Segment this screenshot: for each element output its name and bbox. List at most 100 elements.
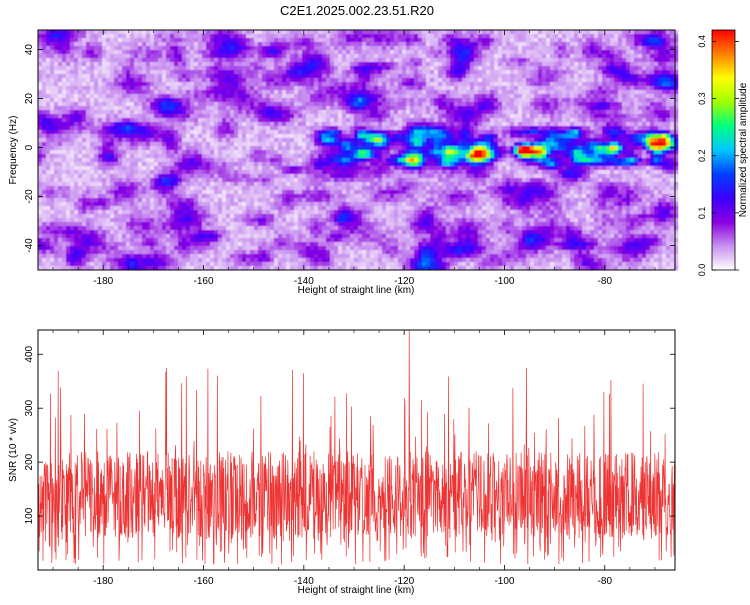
- heatmap-cell: [622, 94, 627, 99]
- heatmap-cell: [562, 114, 567, 119]
- heatmap-cell: [330, 114, 335, 119]
- heatmap-cell: [154, 118, 159, 123]
- heatmap-cell: [434, 38, 439, 43]
- heatmap-cell: [322, 130, 327, 135]
- heatmap-cell: [454, 38, 459, 43]
- heatmap-cell: [90, 122, 95, 127]
- heatmap-cell: [266, 110, 271, 115]
- heatmap-cell: [202, 78, 207, 83]
- heatmap-cell: [538, 46, 543, 51]
- heatmap-cell: [414, 62, 419, 67]
- heatmap-cell: [262, 62, 267, 67]
- heatmap-cell: [194, 42, 199, 47]
- heatmap-cell: [126, 138, 131, 143]
- heatmap-cell: [622, 70, 627, 75]
- heatmap-cell: [478, 138, 483, 143]
- heatmap-cell: [558, 94, 563, 99]
- heatmap-cell: [118, 66, 123, 71]
- heatmap-cell: [230, 142, 235, 147]
- heatmap-cell: [278, 78, 283, 83]
- heatmap-cell: [214, 122, 219, 127]
- heatmap-cell: [590, 86, 595, 91]
- heatmap-cell: [102, 62, 107, 67]
- heatmap-cell: [182, 54, 187, 59]
- heatmap-cell: [306, 30, 311, 35]
- heatmap-cell: [346, 42, 351, 47]
- heatmap-cell: [350, 74, 355, 79]
- heatmap-cell: [554, 94, 559, 99]
- heatmap-cell: [314, 106, 319, 111]
- heatmap-cell: [590, 58, 595, 63]
- heatmap-cell: [38, 118, 43, 123]
- heatmap-cell: [234, 38, 239, 43]
- heatmap-cell: [658, 118, 663, 123]
- heatmap-cell: [162, 130, 167, 135]
- heatmap-cell: [254, 122, 259, 127]
- heatmap-cell: [210, 70, 215, 75]
- heatmap-cell: [454, 62, 459, 67]
- heatmap-cell: [494, 110, 499, 115]
- heatmap-cell: [110, 54, 115, 59]
- heatmap-cell: [358, 50, 363, 55]
- heatmap-cell: [530, 118, 535, 123]
- heatmap-cell: [342, 66, 347, 71]
- heatmap-cell: [430, 134, 435, 139]
- heatmap-cell: [638, 46, 643, 51]
- heatmap-cell: [634, 42, 639, 47]
- heatmap-cell: [626, 102, 631, 107]
- heatmap-cell: [462, 118, 467, 123]
- heatmap-cell: [566, 126, 571, 131]
- heatmap-cell: [378, 62, 383, 67]
- heatmap-cell: [210, 82, 215, 87]
- heatmap-cell: [522, 30, 527, 35]
- heatmap-cell: [286, 98, 291, 103]
- heatmap-cell: [50, 142, 55, 147]
- heatmap-cell: [398, 46, 403, 51]
- heatmap-cell: [566, 34, 571, 39]
- heatmap-cell: [438, 54, 443, 59]
- heatmap-cell: [478, 94, 483, 99]
- heatmap-cell: [550, 70, 555, 75]
- heatmap-cell: [342, 86, 347, 91]
- heatmap-cell: [322, 38, 327, 43]
- heatmap-cell: [566, 70, 571, 75]
- heatmap-cell: [338, 122, 343, 127]
- heatmap-cell: [606, 146, 611, 151]
- heatmap-cell: [82, 134, 87, 139]
- heatmap-cell: [650, 142, 655, 147]
- heatmap-cell: [614, 42, 619, 47]
- heatmap-cell: [466, 118, 471, 123]
- heatmap-cell: [306, 138, 311, 143]
- heatmap-cell: [558, 102, 563, 107]
- heatmap-cell: [194, 114, 199, 119]
- heatmap-cell: [382, 38, 387, 43]
- heatmap-cell: [354, 66, 359, 71]
- heatmap-cell: [534, 110, 539, 115]
- heatmap-cell: [450, 110, 455, 115]
- heatmap-cell: [362, 86, 367, 91]
- heatmap-cell: [570, 74, 575, 79]
- heatmap-cell: [542, 78, 547, 83]
- heatmap-cell: [162, 106, 167, 111]
- heatmap-cell: [110, 66, 115, 71]
- heatmap-cell: [334, 130, 339, 135]
- heatmap-cell: [166, 130, 171, 135]
- heatmap-cell: [538, 50, 543, 55]
- heatmap-cell: [350, 114, 355, 119]
- heatmap-cell: [426, 138, 431, 143]
- heatmap-cell: [106, 126, 111, 131]
- heatmap-cell: [250, 78, 255, 83]
- heatmap-cell: [550, 30, 555, 35]
- heatmap-cell: [522, 146, 527, 151]
- heatmap-cell: [142, 98, 147, 103]
- heatmap-cell: [302, 118, 307, 123]
- heatmap-cell: [558, 138, 563, 143]
- heatmap-cell: [130, 78, 135, 83]
- heatmap-cell: [450, 102, 455, 107]
- heatmap-cell: [370, 54, 375, 59]
- heatmap-cell: [318, 106, 323, 111]
- heatmap-cell: [206, 110, 211, 115]
- heatmap-cell: [402, 94, 407, 99]
- heatmap-cell: [478, 38, 483, 43]
- heatmap-cell: [106, 94, 111, 99]
